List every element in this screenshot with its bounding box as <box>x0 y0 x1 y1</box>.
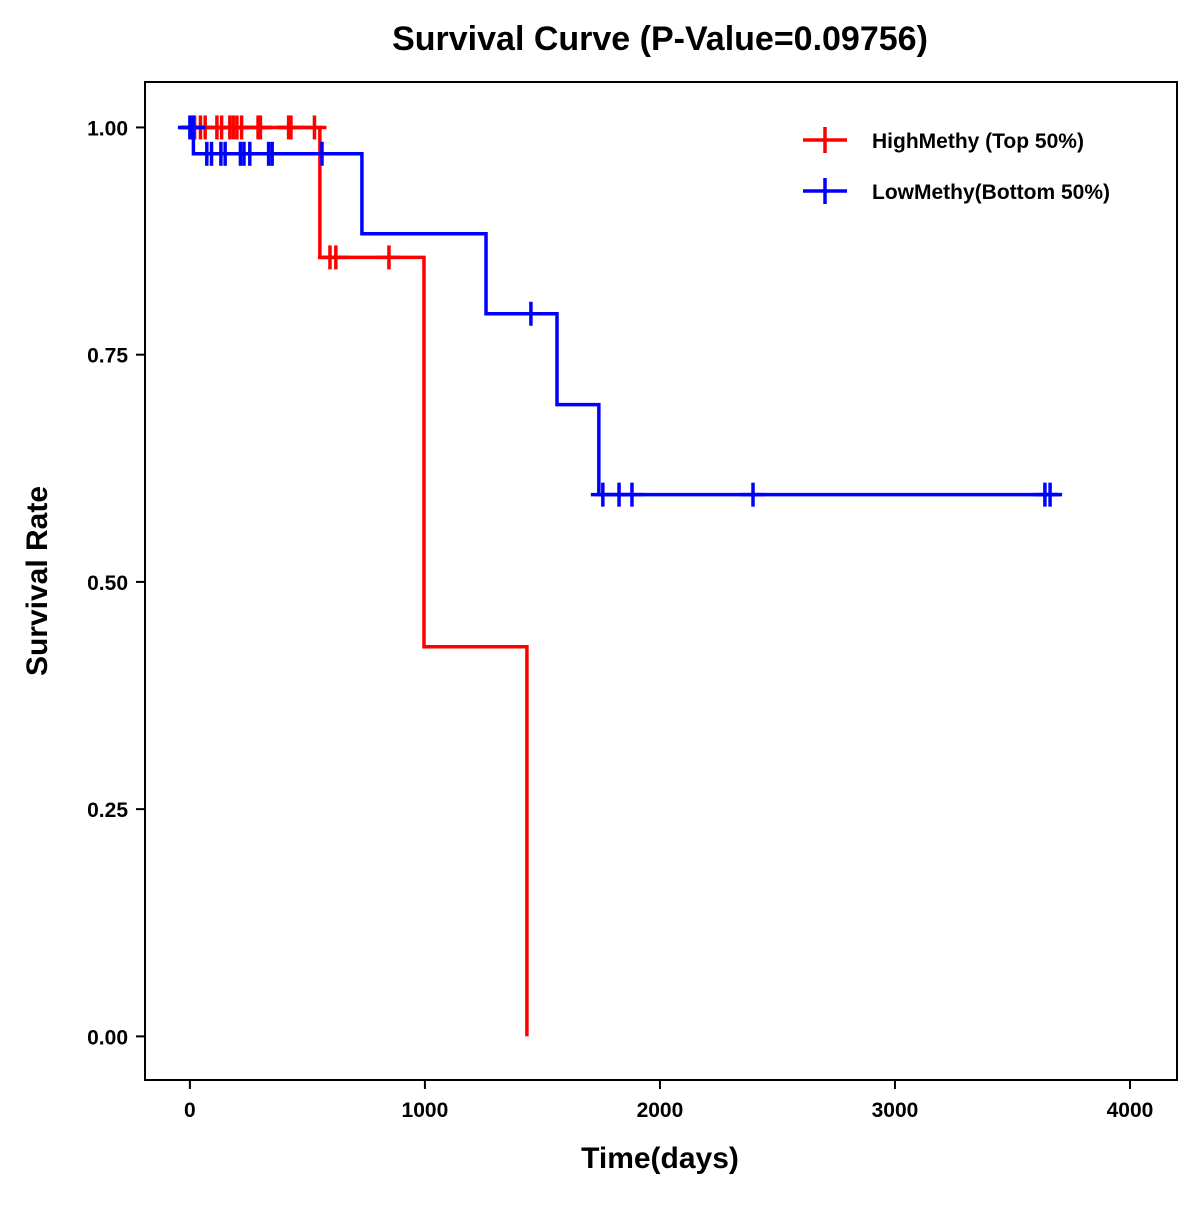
legend-label: LowMethy(Bottom 50%) <box>872 181 1110 204</box>
censor-mark <box>260 141 285 166</box>
y-tick-label: 0.00 <box>87 1026 128 1049</box>
chart-title: Survival Curve (P-Value=0.09756) <box>392 20 928 58</box>
censor-mark <box>278 115 303 140</box>
plot-frame <box>144 81 1178 1081</box>
legend-item: HighMethy (Top 50%) <box>803 127 1084 153</box>
censor-mark <box>741 482 766 507</box>
censor-mark <box>323 245 348 270</box>
x-axis-label: Time(days) <box>581 1142 739 1175</box>
censor-mark <box>248 115 273 140</box>
y-tick-label: 0.75 <box>87 345 128 368</box>
x-tick-label: 1000 <box>402 1099 449 1122</box>
censor-mark <box>376 245 401 270</box>
y-tick-label: 0.25 <box>87 799 128 822</box>
x-tick-label: 2000 <box>637 1099 684 1122</box>
y-axis-label: Survival Rate <box>21 486 54 676</box>
censor-mark <box>619 482 644 507</box>
censor-mark <box>1038 482 1063 507</box>
x-tick-label: 4000 <box>1107 1099 1154 1122</box>
censor-mark <box>181 115 206 140</box>
y-tick-label: 0.50 <box>87 572 128 595</box>
y-tick-label: 1.00 <box>87 117 128 140</box>
survival-line-low <box>180 125 1060 497</box>
censor-mark <box>518 301 543 326</box>
legend-label: HighMethy (Top 50%) <box>872 130 1084 153</box>
survival-line-high <box>189 125 529 1037</box>
x-tick-label: 0 <box>184 1099 196 1122</box>
x-tick-label: 3000 <box>872 1099 919 1122</box>
legend-item: LowMethy(Bottom 50%) <box>803 178 1110 204</box>
censor-mark <box>302 115 327 140</box>
censor-mark <box>309 141 334 166</box>
